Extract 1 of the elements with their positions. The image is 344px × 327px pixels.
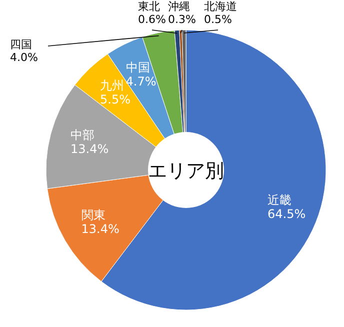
title: エリア別 — [148, 160, 224, 182]
